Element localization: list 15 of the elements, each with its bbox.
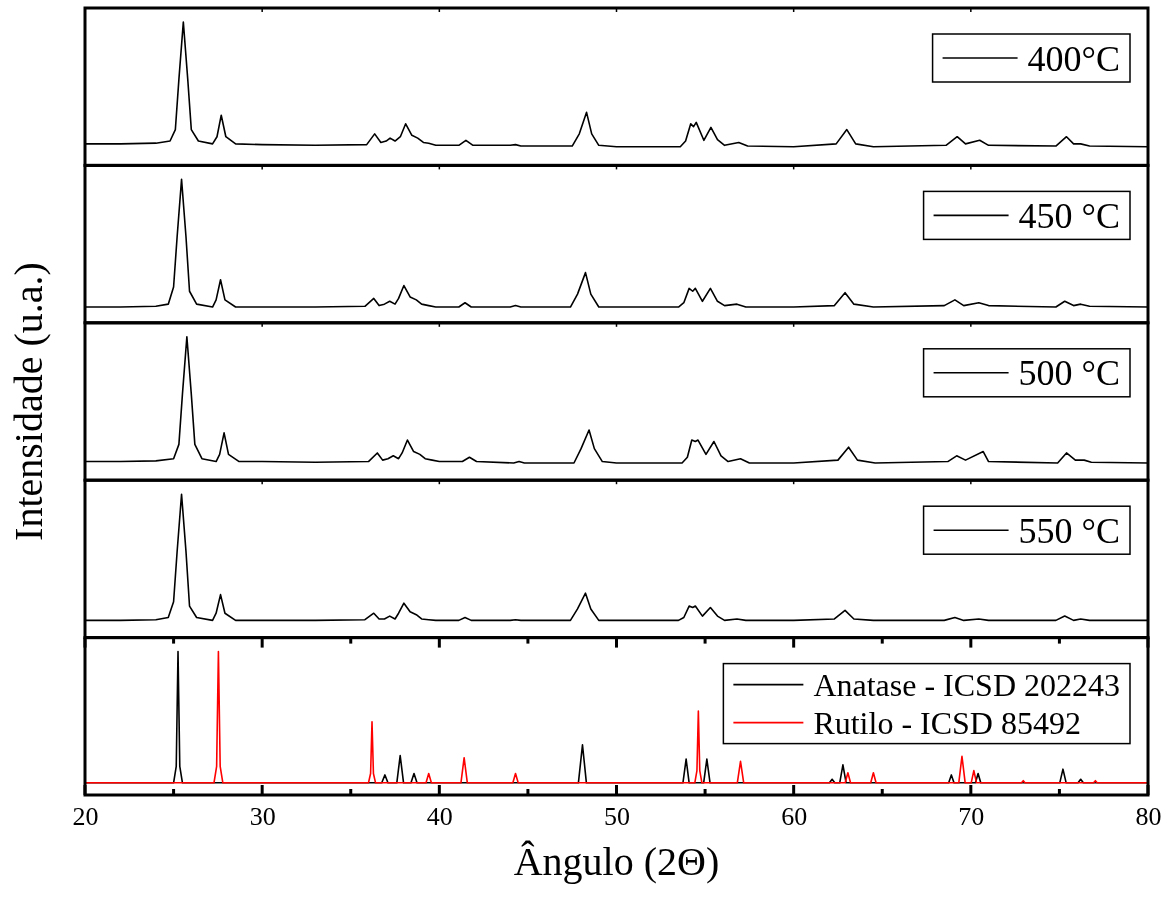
- legend-label: 400°C: [1027, 38, 1120, 79]
- x-tick-label: 50: [604, 802, 630, 832]
- x-tick-label: 30: [249, 802, 276, 832]
- y-axis-title: Intensidade (u.a.): [6, 262, 51, 541]
- legend-label: Anatase - ICSD 202243: [813, 666, 1120, 703]
- x-axis-title: Ângulo (2Θ): [513, 839, 720, 884]
- x-tick-label: 70: [958, 802, 985, 832]
- legend-label: 500 °C: [1018, 353, 1120, 394]
- x-tick-label: 60: [781, 802, 808, 832]
- x-tick-label: 40: [426, 802, 453, 832]
- x-tick-label: 80: [1135, 802, 1162, 832]
- x-tick-label: 20: [72, 802, 99, 832]
- legend-label: Rutilo - ICSD 85492: [813, 704, 1081, 741]
- legend-label: 450 °C: [1018, 196, 1120, 236]
- legend-label: 550 °C: [1018, 510, 1120, 551]
